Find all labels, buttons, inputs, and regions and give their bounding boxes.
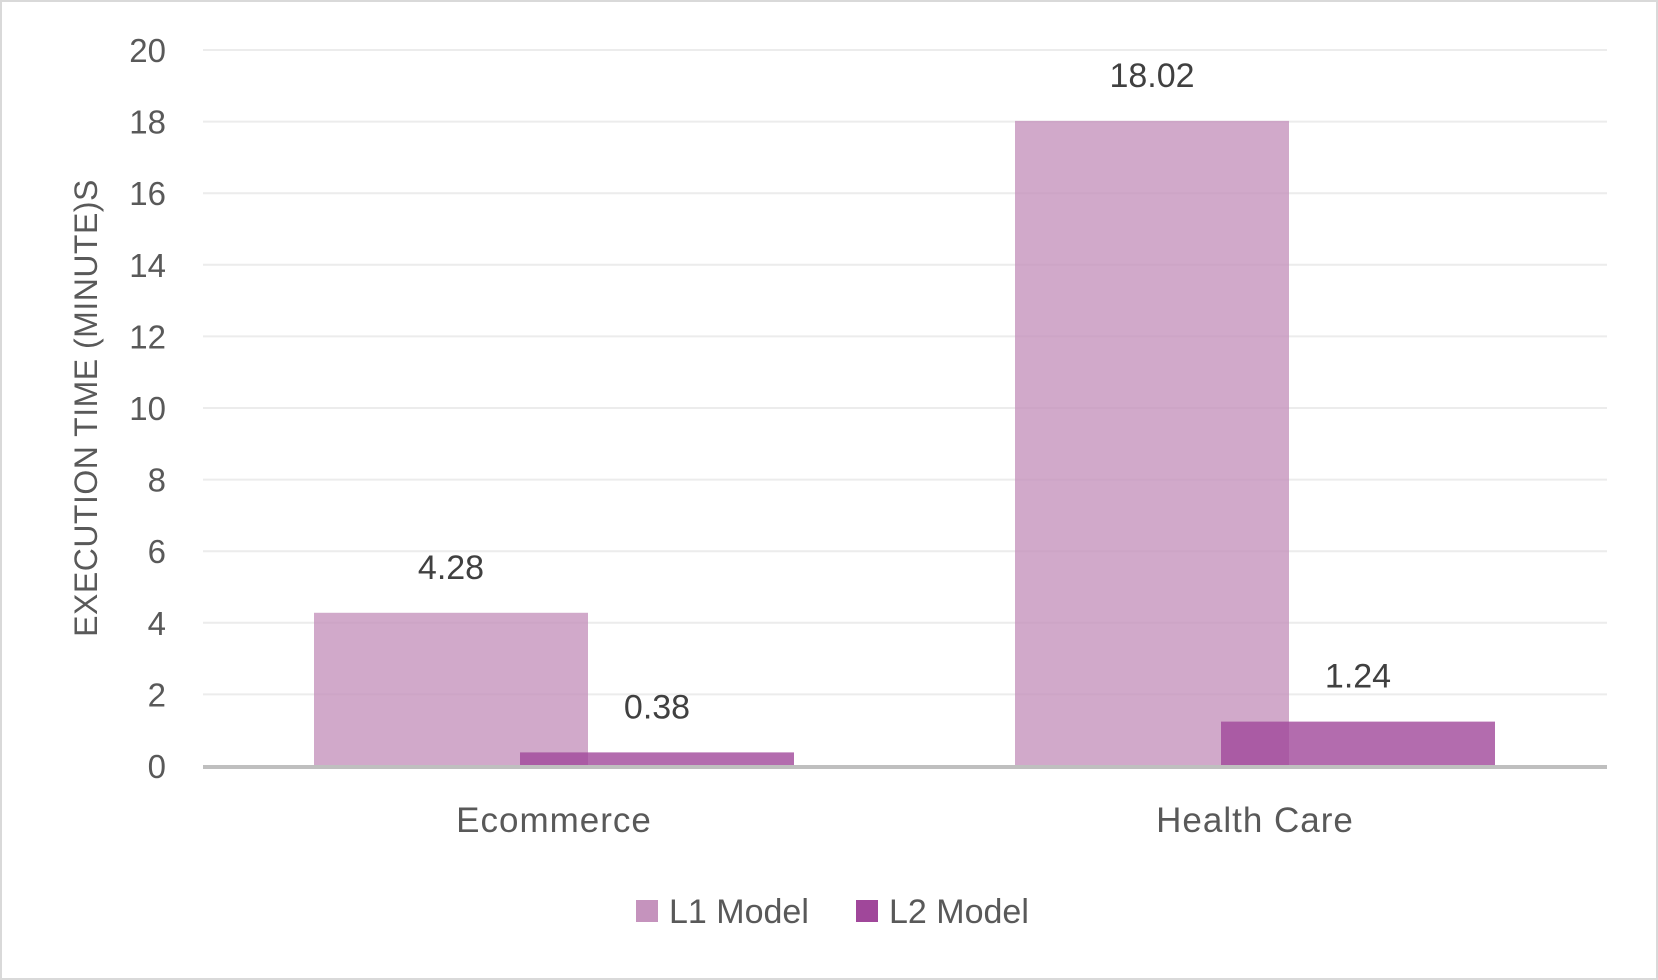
data-label: 4.28: [418, 549, 484, 587]
x-category-label: Ecommerce: [456, 801, 652, 840]
y-tick-label: 8: [148, 462, 166, 499]
x-category-label: Health Care: [1156, 801, 1354, 840]
y-axis-tick-labels: 0 2 4 6 8 10 12 14 16 18 20: [129, 32, 166, 785]
legend-label: L2 Model: [889, 893, 1029, 931]
y-tick-label: 2: [148, 676, 166, 713]
gridlines: [203, 49, 1607, 696]
legend-swatch: [636, 900, 658, 922]
data-labels: 4.28 18.02 0.38 1.24: [418, 57, 1391, 727]
y-axis-title: EXECUTION TIME (MINUTE)S: [68, 179, 104, 637]
bar-l2-model-ecommerce: [520, 752, 794, 766]
bar-l1-model-health-care: [1015, 120, 1289, 766]
bars: [314, 120, 1495, 766]
legend: L1 Model L2 Model: [636, 893, 1029, 931]
y-tick-label: 18: [129, 104, 166, 141]
legend-item-l1-model: L1 Model: [636, 893, 809, 931]
legend-item-l2-model: L2 Model: [856, 893, 1029, 931]
y-tick-label: 10: [129, 390, 166, 427]
y-tick-label: 4: [148, 605, 166, 642]
y-tick-label: 14: [129, 247, 166, 284]
data-label: 0.38: [624, 688, 690, 726]
bar-l2-model-health-care: [1221, 721, 1495, 766]
y-tick-label: 6: [148, 533, 166, 570]
y-tick-label: 12: [129, 318, 166, 355]
legend-label: L1 Model: [669, 893, 809, 931]
y-tick-label: 0: [148, 748, 166, 785]
x-axis-category-labels: Ecommerce Health Care: [456, 801, 1354, 840]
y-tick-label: 20: [129, 32, 166, 69]
legend-swatch: [856, 900, 878, 922]
data-label: 1.24: [1325, 658, 1391, 696]
bar-l1-model-ecommerce: [314, 612, 588, 766]
data-label: 18.02: [1109, 57, 1194, 95]
y-tick-label: 16: [129, 175, 166, 212]
